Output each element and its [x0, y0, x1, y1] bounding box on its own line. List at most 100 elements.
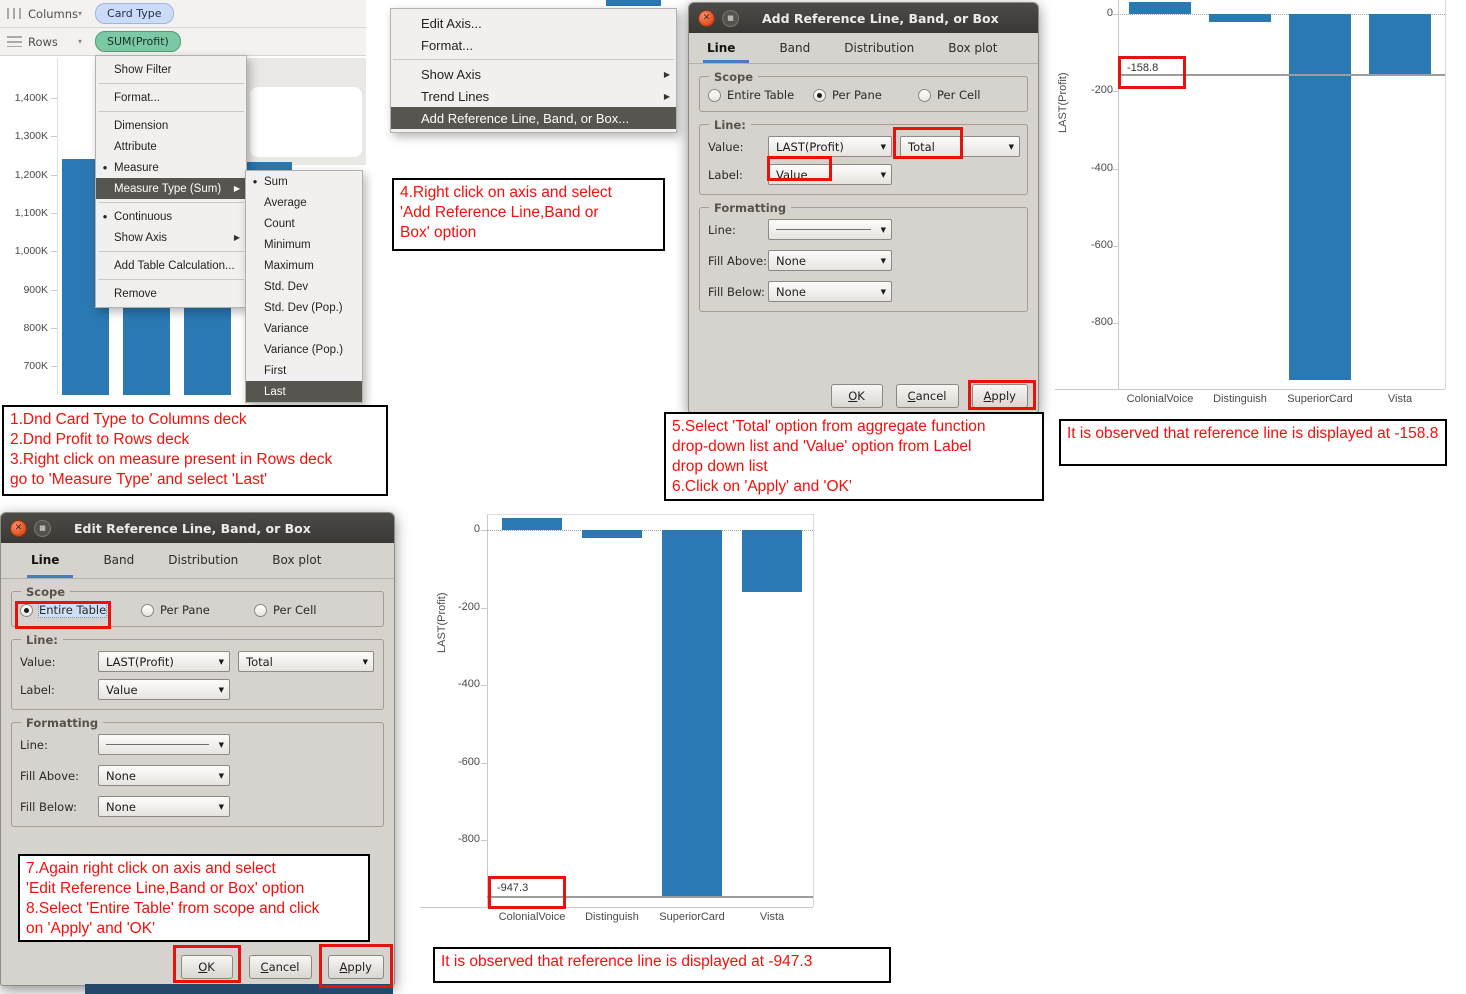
- measure-menu-item-attribute[interactable]: Attribute: [96, 136, 246, 157]
- reference-line[interactable]: [487, 896, 813, 899]
- rows-shelf[interactable]: Rows ▾ SUM(Profit): [0, 28, 366, 56]
- aggregate-item-variance-pop[interactable]: Variance (Pop.): [246, 339, 362, 360]
- tab-band[interactable]: Band: [103, 553, 135, 567]
- tab-box-plot[interactable]: Box plot: [272, 553, 322, 567]
- radio-per-cell[interactable]: Per Cell: [254, 603, 375, 617]
- bar-colonialvoice[interactable]: [502, 518, 562, 530]
- y-axis-tick-mark: [51, 366, 57, 368]
- aggregate-item-count[interactable]: Count: [246, 213, 362, 234]
- formatting-group: Formatting Line: ▼ Fill Above: None ▼ Fill Bel…: [11, 716, 384, 827]
- aggregate-item-average[interactable]: Average: [246, 192, 362, 213]
- pill-sum-profit[interactable]: SUM(Profit): [95, 31, 181, 52]
- bar-superiorcard[interactable]: [662, 530, 722, 898]
- radio-per-pane[interactable]: Per Pane: [141, 603, 254, 617]
- measure-menu-item-show-filter[interactable]: Show Filter: [96, 59, 246, 80]
- dropdown-arrow-icon: ▼: [362, 657, 368, 666]
- aggregation-dropdown-value: Total: [246, 654, 273, 669]
- fill-above-dropdown[interactable]: None ▼: [768, 250, 892, 271]
- fill-below-dropdown[interactable]: None ▼: [98, 796, 230, 817]
- aggregate-item-sum[interactable]: ● Sum: [246, 171, 362, 192]
- chevron-down-icon[interactable]: ▾: [78, 37, 83, 46]
- aggregate-item-last[interactable]: Last: [246, 381, 362, 402]
- measure-menu-item-measure-type-sum[interactable]: Measure Type (Sum) ▶: [96, 178, 246, 199]
- menu-item-label: Sum: [264, 175, 288, 188]
- window-menu-icon[interactable]: ■: [34, 519, 51, 537]
- reference-line-label: -158.8: [1127, 62, 1159, 74]
- radio-per-cell[interactable]: Per Cell: [918, 88, 1019, 102]
- fill-below-dropdown[interactable]: None ▼: [768, 281, 892, 302]
- axis-menu-item-edit-axis[interactable]: Edit Axis...: [391, 12, 676, 34]
- bar-distinguish[interactable]: [1209, 14, 1271, 22]
- value-dropdown[interactable]: LAST(Profit) ▼: [768, 136, 892, 157]
- y-axis-tick-label: 0: [1106, 7, 1113, 19]
- menu-item-label: Edit Axis...: [421, 15, 482, 31]
- line-style-dropdown[interactable]: ▼: [768, 219, 892, 240]
- pane-top-border: [487, 514, 813, 515]
- dialog-titlebar[interactable]: ✕ ■ Edit Reference Line, Band, or Box: [1, 513, 394, 543]
- radio-entire-table[interactable]: Entire Table: [20, 602, 141, 618]
- radio-label: Entire Table: [37, 602, 108, 618]
- tab-distribution[interactable]: Distribution: [168, 553, 239, 567]
- bar-superiorcard[interactable]: [1289, 14, 1351, 381]
- measure-menu-item-continuous[interactable]: ● Continuous: [96, 206, 246, 227]
- aggregate-item-variance[interactable]: Variance: [246, 318, 362, 339]
- measure-menu-item-dimension[interactable]: Dimension: [96, 115, 246, 136]
- axis-menu-item-add-reference-line-band-or-box[interactable]: Add Reference Line, Band, or Box...: [391, 107, 676, 129]
- aggregate-item-minimum[interactable]: Minimum: [246, 234, 362, 255]
- close-icon[interactable]: ✕: [698, 9, 715, 27]
- bar-colonialvoice[interactable]: [1129, 2, 1191, 14]
- tab-distribution[interactable]: Distribution: [844, 41, 915, 55]
- bar-vista[interactable]: [1369, 14, 1431, 76]
- menu-separator: [98, 111, 244, 112]
- label-dropdown[interactable]: Value ▼: [768, 164, 892, 185]
- close-icon[interactable]: ✕: [10, 519, 27, 537]
- axis-menu-item-trend-lines[interactable]: Trend Lines ▶: [391, 85, 676, 107]
- axis-menu-item-show-axis[interactable]: Show Axis ▶: [391, 63, 676, 85]
- axis-menu-item-format[interactable]: Format...: [391, 34, 676, 56]
- measure-menu-item-show-axis[interactable]: Show Axis ▶: [96, 227, 246, 248]
- radio-per-pane[interactable]: Per Pane: [813, 88, 918, 102]
- line-style-dropdown[interactable]: ▼: [98, 734, 230, 755]
- aggregation-dropdown[interactable]: Total ▼: [238, 651, 374, 672]
- measure-menu-item-measure[interactable]: ● Measure: [96, 157, 246, 178]
- label-row: Label: Value ▼: [708, 164, 1019, 185]
- aggregate-item-first[interactable]: First: [246, 360, 362, 381]
- tab-band[interactable]: Band: [779, 41, 811, 55]
- scope-group: Scope Entire Table Per Pane Per Cell: [11, 585, 384, 627]
- columns-shelf[interactable]: Columns ▾ Card Type: [0, 0, 366, 28]
- radio-entire-table[interactable]: Entire Table: [708, 88, 813, 102]
- label-field-label: Label:: [708, 167, 743, 182]
- bar-distinguish[interactable]: [582, 530, 642, 538]
- measure-menu-item-format[interactable]: Format...: [96, 87, 246, 108]
- measure-menu-item-remove[interactable]: Remove: [96, 283, 246, 304]
- submenu-arrow-icon: ▶: [663, 69, 670, 79]
- x-axis-category-label: Distinguish: [585, 911, 639, 923]
- reference-line[interactable]: [1118, 74, 1445, 77]
- dialog-titlebar[interactable]: ✕ ■ Add Reference Line, Band, or Box: [689, 3, 1038, 33]
- aggregate-item-std-dev-pop[interactable]: Std. Dev (Pop.): [246, 297, 362, 318]
- fill-above-dropdown[interactable]: None ▼: [98, 765, 230, 786]
- bar-vista[interactable]: [742, 530, 802, 592]
- tab-line[interactable]: Line: [27, 553, 74, 578]
- tab-line[interactable]: Line: [703, 41, 750, 63]
- value-dropdown[interactable]: LAST(Profit) ▼: [98, 651, 230, 672]
- tab-box-plot[interactable]: Box plot: [948, 41, 998, 55]
- aggregate-item-maximum[interactable]: Maximum: [246, 255, 362, 276]
- menu-item-label: Format...: [114, 91, 161, 104]
- label-dropdown[interactable]: Value ▼: [98, 679, 230, 700]
- pill-card-type[interactable]: Card Type: [95, 3, 174, 24]
- aggregation-dropdown[interactable]: Total ▼: [900, 136, 1020, 157]
- y-axis-tick-label: 700K: [23, 360, 48, 373]
- measure-menu-item-add-table-calculation[interactable]: Add Table Calculation...: [96, 255, 246, 276]
- window-menu-icon[interactable]: ■: [722, 9, 739, 27]
- y-axis-tick-mark: [51, 98, 57, 99]
- chevron-down-icon[interactable]: ▾: [78, 9, 83, 18]
- aggregate-item-std-dev[interactable]: Std. Dev: [246, 276, 362, 297]
- formatting-group: Formatting Line: ▼ Fill Above: None ▼ Fill Bel…: [699, 201, 1028, 312]
